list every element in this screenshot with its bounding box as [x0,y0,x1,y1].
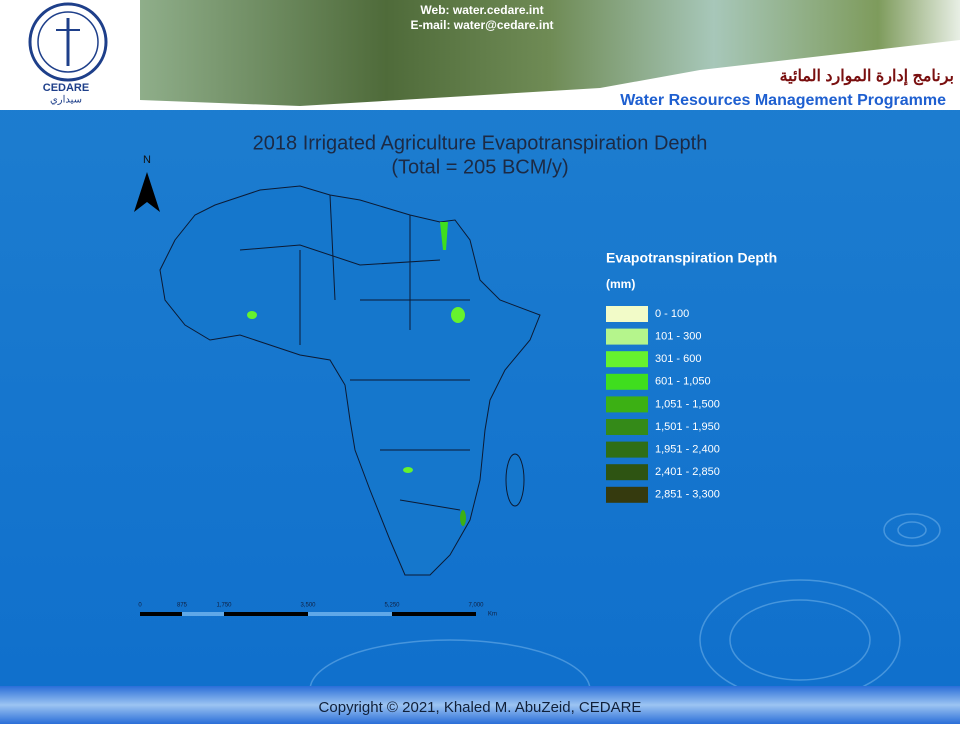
scale-label: 7,000 [468,603,484,609]
legend-label: 301 - 600 [655,353,701,365]
legend-swatch [606,306,648,322]
north-label: N [143,154,151,166]
logo [28,2,108,82]
scale-label: 5,250 [384,603,400,609]
legend-label: 2,401 - 2,850 [655,466,720,478]
legend-swatch [606,396,648,413]
header-photo [140,0,960,106]
legend-swatch [606,486,648,503]
legend-label: 601 - 1,050 [655,376,711,388]
scale-unit: Km [488,612,497,618]
legend-label: 1,951 - 2,400 [655,444,720,456]
legend-swatch [606,328,648,345]
scale-segment [224,612,308,616]
scale-bar: 0 875 1,750 3,500 5,250 7,000 Km [138,603,497,618]
legend-title: Evapotranspiration Depth [606,250,777,266]
legend-label: 1,051 - 1,500 [655,398,720,410]
legend-label: 101 - 300 [655,331,701,343]
legend-swatch [606,419,648,435]
legend-unit: (mm) [606,277,635,291]
web: Web: water.cedare.int [420,3,543,17]
scale-segment [308,612,392,616]
logo-text: CEDARE [43,82,89,94]
copyright: Copyright © 2021, Khaled M. AbuZeid, CED… [319,699,642,716]
legend-swatch [606,373,648,390]
map-subtitle: (Total = 205 BCM/y) [391,156,568,178]
email: E-mail: water@cedare.int [410,18,553,32]
legend-swatch [606,441,648,458]
scale-label: 0 [138,603,142,609]
africa-map [159,185,541,576]
legend-label: 1,501 - 1,950 [655,421,720,433]
arabic-title: برنامج إدارة الموارد المائية [780,68,954,86]
logo-arabic: سيداري [50,95,82,106]
scale-label: 3,500 [300,603,316,609]
legend-swatch [606,351,648,368]
legend-swatch [606,464,648,481]
english-title: Water Resources Management Programme [620,92,946,109]
footer-bar [0,686,960,724]
legend-label: 2,851 - 3,300 [655,489,720,501]
legend-label: 0 - 100 [655,308,689,320]
map-title: 2018 Irrigated Agriculture Evapotranspir… [253,132,708,154]
scale-label: 875 [177,603,188,609]
scale-segment [140,612,182,616]
scale-label: 1,750 [216,603,232,609]
scale-segment [182,612,224,616]
legend: 0 - 100 101 - 300 301 - 600 601 - 1,050 1,05… [606,306,720,503]
scale-segment [392,612,476,616]
north-arrow [134,172,160,212]
irrigated-areas [247,222,466,526]
